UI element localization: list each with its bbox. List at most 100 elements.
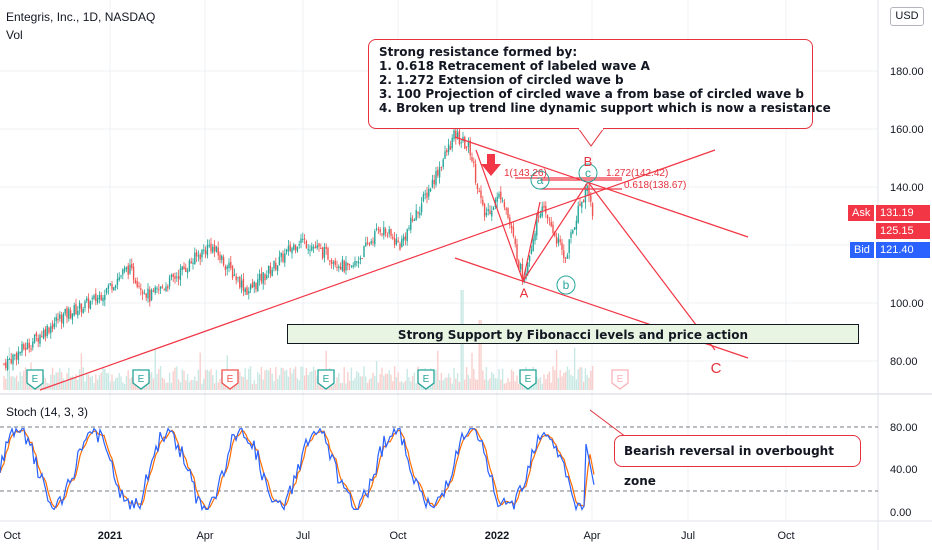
volume-bar [487,380,489,390]
candle-body [375,228,378,230]
volume-bar [311,371,313,390]
volume-bar [404,380,407,390]
wave-label-B: B [584,154,593,169]
candle-body [190,261,192,264]
volume-bar [179,382,182,390]
volume-bar [24,367,27,390]
chart-title[interactable]: Entegris, Inc., 1D, NASDAQ [6,10,156,24]
candle-body [73,305,75,316]
candle-body [401,238,403,248]
volume-bar [577,369,579,390]
volume-bar [120,376,122,390]
volume-bar [219,378,221,390]
candle-body [258,273,261,280]
candle-body [222,257,225,266]
wave-line-1 [475,149,524,282]
candle-body [183,266,185,270]
earnings-marker: E [317,369,335,390]
price-tick: 100.00 [890,298,924,310]
candle-body [53,322,56,327]
volume-bar [474,379,477,390]
volume-label[interactable]: Vol [6,28,23,42]
volume-bar [485,366,488,390]
volume-bar [152,378,155,390]
candle-body [138,285,140,287]
time-tick: 2022 [485,530,509,542]
volume-bar [402,382,405,390]
volume-bar [548,371,551,390]
candle-body [393,237,396,246]
volume-bar [282,368,284,390]
candle-body [390,229,392,236]
volume-bar [505,382,507,390]
volume-bar [509,381,511,390]
candle-body [78,302,81,309]
volume-bar [291,373,293,390]
volume-bar [114,378,117,390]
volume-bar [80,353,83,390]
note-line: 1. 0.618 Retracement of labeled wave A [379,59,650,73]
volume-bar [68,367,70,390]
candle-body [519,264,522,270]
earnings-marker: E [611,369,629,390]
stoch-note: Bearish reversal in overbought zone [614,435,861,488]
candle-body [159,286,162,290]
volume-bar [334,383,336,390]
volume-bar [507,378,509,390]
candle-body [491,210,493,217]
price-axis[interactable]: 180.00 160.00 140.00 100.00 80.00 80.00 … [890,66,924,519]
volume-bar [408,377,410,390]
time-axis[interactable]: Oct 2021 Apr Jul Oct 2022 Apr Jul Oct [3,530,794,542]
volume-bar [249,366,252,390]
volume-bar [248,368,250,390]
volume-bar [294,366,297,390]
candle-body [341,259,344,271]
time-tick: Oct [3,530,20,542]
volume-bar [111,374,113,390]
volume-bar [186,374,189,390]
candle-body [186,270,189,273]
volume-bar [285,369,288,390]
fib-label-1272: 1.272(142.42) [606,168,668,179]
candle-body [66,307,68,318]
candle-body [482,199,484,205]
price-tick: 80.00 [890,356,918,368]
volume-bar [561,376,563,390]
volume-bar [514,381,516,390]
earnings-marker: E [519,369,537,390]
candle-body [156,288,158,290]
volume-bar [177,379,180,390]
wave-label-C: C [711,360,722,377]
volume-bar [455,378,457,390]
candle-body [514,238,516,245]
candle-body [395,239,398,245]
candle-body [347,263,349,266]
volume-bar [365,376,367,390]
volume-bar [66,373,68,390]
candle-body [311,246,313,251]
candle-body [343,260,345,272]
volume-bar [296,378,299,390]
time-tick: Jul [296,530,310,542]
candle-body [48,327,50,333]
volume-bar [212,375,214,390]
volume-bar [210,369,212,390]
volume-bar [289,367,291,390]
volume-bar [14,377,16,390]
candle-body [408,227,410,229]
volume-bar [348,380,351,390]
candle-body [492,207,495,210]
volume-bar [149,373,151,390]
wave-label-c: c [585,166,591,180]
candle-body [64,308,66,314]
volume-bar [60,372,63,390]
volume-bar [50,374,52,390]
candle-body [440,166,443,168]
volume-bar [478,320,480,390]
candle-body [32,341,34,348]
currency-button[interactable]: USD [890,7,924,26]
candle-body [588,185,590,197]
volume-bar [59,368,61,390]
candle-body [17,351,20,360]
volume-bar [217,382,219,390]
